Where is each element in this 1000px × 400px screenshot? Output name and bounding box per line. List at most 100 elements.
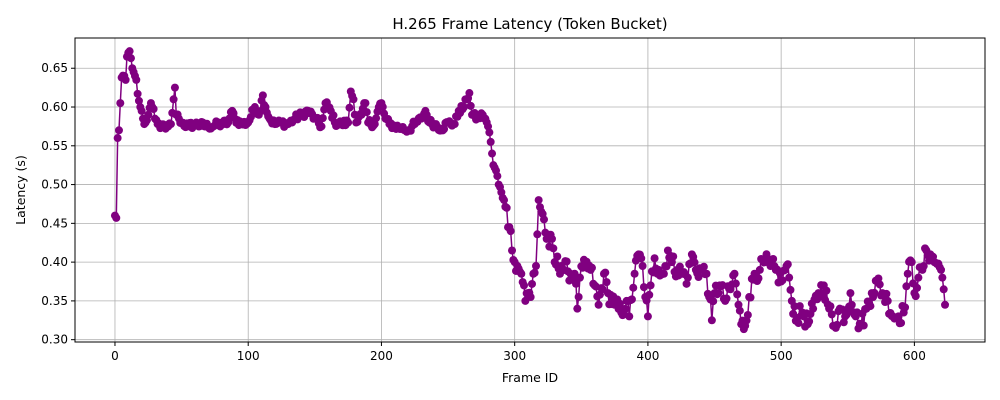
data-point xyxy=(826,302,835,311)
data-point xyxy=(500,196,509,205)
data-point xyxy=(714,288,723,297)
data-point xyxy=(575,273,584,282)
data-point xyxy=(907,258,916,267)
data-point xyxy=(466,101,475,110)
data-point xyxy=(170,83,179,92)
data-point xyxy=(645,290,654,299)
data-point xyxy=(847,300,856,309)
data-point xyxy=(486,137,495,146)
data-point xyxy=(913,283,922,292)
data-point xyxy=(345,103,354,112)
data-point xyxy=(805,317,814,326)
data-point xyxy=(938,273,947,282)
data-point xyxy=(258,91,267,100)
data-point xyxy=(866,302,875,311)
data-point xyxy=(769,254,778,263)
data-point xyxy=(547,234,556,243)
data-point xyxy=(602,278,611,287)
data-point xyxy=(149,104,158,113)
data-point xyxy=(785,273,794,282)
data-point xyxy=(112,213,121,222)
data-point xyxy=(493,172,502,181)
data-point xyxy=(539,215,548,224)
data-point xyxy=(783,260,792,269)
chart-title: H.265 Frame Latency (Token Bucket) xyxy=(392,15,667,33)
data-point xyxy=(743,310,752,319)
data-point xyxy=(941,300,950,309)
y-tick-label: 0.55 xyxy=(41,139,68,153)
data-point xyxy=(870,288,879,297)
axis-ticks: 0 100 200 300 400 500 600 0.30 0.35 0.40 0.45 0.50 0… xyxy=(41,61,926,363)
data-point xyxy=(132,75,141,84)
data-point xyxy=(659,269,668,278)
data-point xyxy=(553,252,562,261)
y-tick-label: 0.65 xyxy=(41,61,68,75)
data-point xyxy=(571,279,580,288)
data-point xyxy=(827,310,836,319)
data-point xyxy=(937,265,946,274)
data-point xyxy=(690,258,699,267)
data-point xyxy=(639,283,648,292)
y-tick-label: 0.50 xyxy=(41,178,68,192)
data-point xyxy=(615,299,624,308)
x-tick-label: 300 xyxy=(503,349,526,363)
data-point xyxy=(901,303,910,312)
data-point xyxy=(754,274,763,283)
y-tick-label: 0.45 xyxy=(41,216,68,230)
data-point xyxy=(488,149,497,158)
x-axis-label: Frame ID xyxy=(502,370,558,385)
data-point xyxy=(643,312,652,321)
data-point xyxy=(169,95,178,104)
data-point xyxy=(733,290,742,299)
data-point xyxy=(694,273,703,281)
y-axis-label: Latency (s) xyxy=(13,155,28,225)
data-point xyxy=(116,99,125,108)
data-point xyxy=(707,316,716,325)
data-point xyxy=(450,120,459,129)
y-tick-label: 0.40 xyxy=(41,255,68,269)
x-tick-label: 200 xyxy=(370,349,393,363)
data-point xyxy=(650,254,659,263)
x-tick-label: 500 xyxy=(770,349,793,363)
data-point xyxy=(549,244,558,253)
data-point xyxy=(875,280,884,289)
data-point xyxy=(526,293,535,302)
data-point xyxy=(902,282,911,291)
y-tick-label: 0.35 xyxy=(41,294,68,308)
x-tick-label: 400 xyxy=(636,349,659,363)
data-point xyxy=(662,262,671,271)
data-point xyxy=(755,265,764,274)
data-point xyxy=(121,75,130,84)
data-point xyxy=(903,269,912,278)
data-point xyxy=(822,286,831,295)
data-point xyxy=(795,302,804,311)
data-point xyxy=(638,262,647,270)
data-point xyxy=(625,312,634,321)
data-point xyxy=(914,273,923,282)
data-point xyxy=(114,126,123,135)
data-point xyxy=(897,318,906,327)
data-point xyxy=(646,281,655,290)
data-point xyxy=(508,246,517,255)
data-point xyxy=(502,203,511,212)
y-tick-label: 0.60 xyxy=(41,100,68,114)
x-tick-label: 100 xyxy=(237,349,260,363)
data-point xyxy=(517,269,526,278)
data-point xyxy=(669,252,678,261)
data-point xyxy=(318,114,327,123)
data-point xyxy=(809,304,818,313)
data-point xyxy=(627,295,636,304)
data-point xyxy=(137,106,146,115)
data-point xyxy=(682,279,691,288)
data-point xyxy=(675,262,684,271)
data-point xyxy=(939,285,948,294)
data-point xyxy=(144,110,153,119)
data-point xyxy=(460,103,469,112)
data-point xyxy=(621,304,630,313)
data-point xyxy=(601,268,610,277)
data-point xyxy=(485,128,494,137)
latency-series xyxy=(110,47,950,334)
data-point xyxy=(833,320,842,329)
data-point xyxy=(166,120,175,129)
data-point xyxy=(113,134,122,143)
